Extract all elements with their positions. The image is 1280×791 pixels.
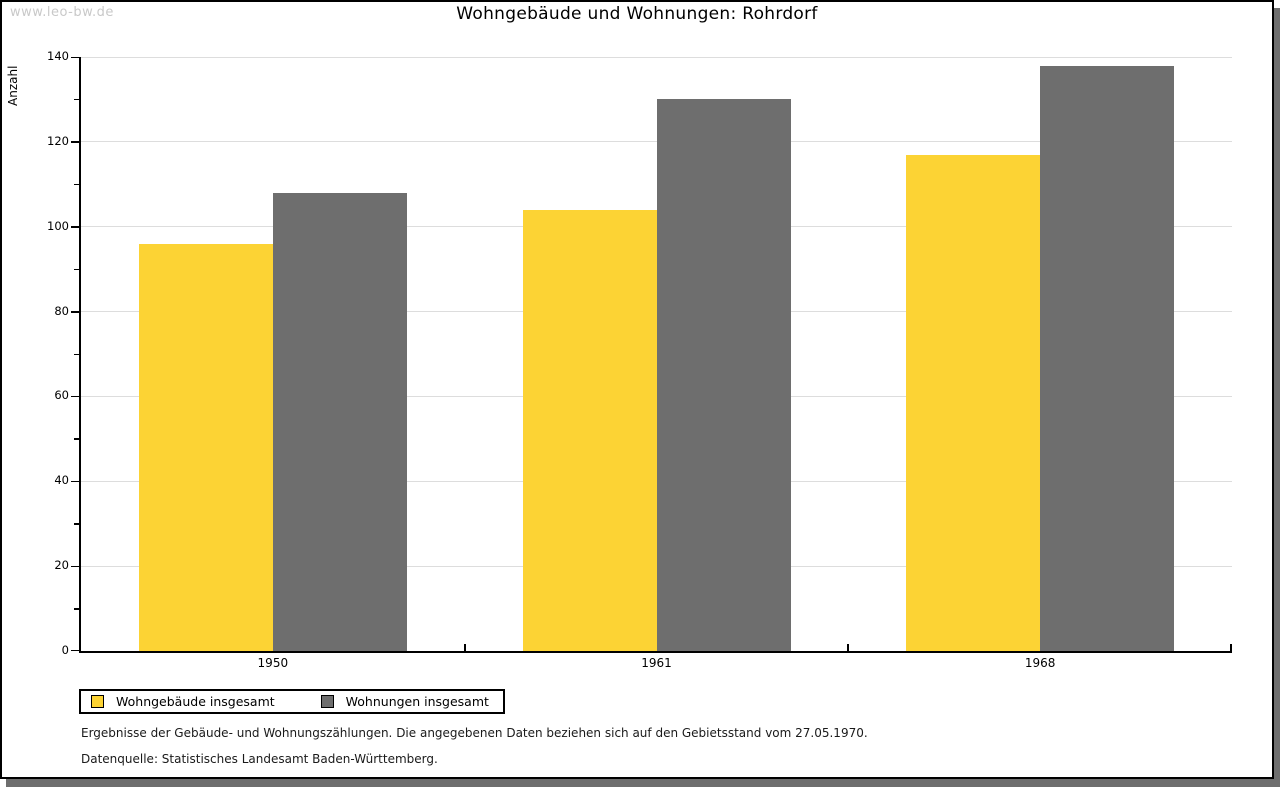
y-tick-20 — [71, 565, 79, 568]
legend-swatch-yellow — [91, 695, 104, 708]
y-axis-title: Anzahl — [6, 65, 20, 106]
bar-1968-wohngebaeude — [906, 154, 1041, 651]
gridline-y-140 — [81, 56, 1232, 58]
y-tick-0 — [71, 649, 79, 651]
y-tick-140 — [71, 56, 79, 58]
chart-title: Wohngebäude und Wohnungen: Rohrdorf — [456, 4, 818, 24]
legend-label: Wohngebäude insgesamt — [116, 694, 275, 709]
y-tick-label-0: 0 — [61, 643, 69, 657]
legend-swatch-gray — [320, 695, 334, 708]
x-tick-2 — [847, 644, 850, 651]
legend-label: Wohnungen insgesamt — [345, 694, 489, 709]
x-label-1950: 1950 — [257, 656, 289, 670]
footnote-datenquelle: Datenquelle: Statistisches Landesamt Bad… — [81, 752, 438, 766]
x-tick-1 — [463, 644, 466, 651]
y-minor-tick-70 — [74, 353, 79, 355]
y-tick-label-40: 40 — [54, 473, 69, 488]
legend-item-wohngebaeude: Wohngebäude insgesamt — [91, 694, 275, 709]
x-label-1968: 1968 — [1024, 656, 1056, 670]
y-tick-label-140: 140 — [47, 49, 69, 63]
legend-item-wohnungen: Wohnungen insgesamt — [320, 694, 489, 709]
x-tick-3 — [1230, 644, 1232, 651]
legend: Wohngebäude insgesamt Wohnungen insgesamt — [79, 689, 505, 714]
bar-1950-wohngebaeude — [138, 243, 273, 651]
footnote-gebietsstand: Ergebnisse der Gebäude- und Wohnungszähl… — [81, 726, 868, 740]
bar-1968-wohnungen — [1040, 65, 1175, 651]
y-minor-tick-30 — [74, 523, 79, 525]
watermark: www.leo-bw.de — [10, 5, 114, 20]
y-minor-tick-50 — [74, 438, 79, 440]
y-tick-label-80: 80 — [54, 303, 69, 318]
y-tick-label-100: 100 — [47, 218, 69, 233]
y-tick-label-60: 60 — [54, 388, 69, 403]
y-tick-120 — [71, 141, 79, 143]
y-tick-100 — [71, 226, 79, 228]
bar-1961-wohnungen — [656, 99, 791, 651]
y-minor-tick-110 — [74, 183, 79, 186]
y-minor-tick-90 — [74, 268, 79, 271]
y-tick-80 — [71, 311, 79, 313]
y-minor-tick-10 — [74, 608, 79, 610]
bar-1961-wohngebaeude — [522, 209, 657, 651]
bar-1950-wohnungen — [272, 192, 407, 651]
y-minor-tick-130 — [74, 98, 79, 101]
y-tick-label-20: 20 — [54, 558, 69, 573]
plot-area: 1950 1961 1968 0 20 40 60 80 100 120 140 — [47, 50, 1232, 670]
y-tick-label-120: 120 — [47, 133, 69, 148]
y-tick-60 — [71, 395, 79, 398]
x-label-1961: 1961 — [641, 656, 672, 670]
y-tick-40 — [71, 480, 79, 483]
